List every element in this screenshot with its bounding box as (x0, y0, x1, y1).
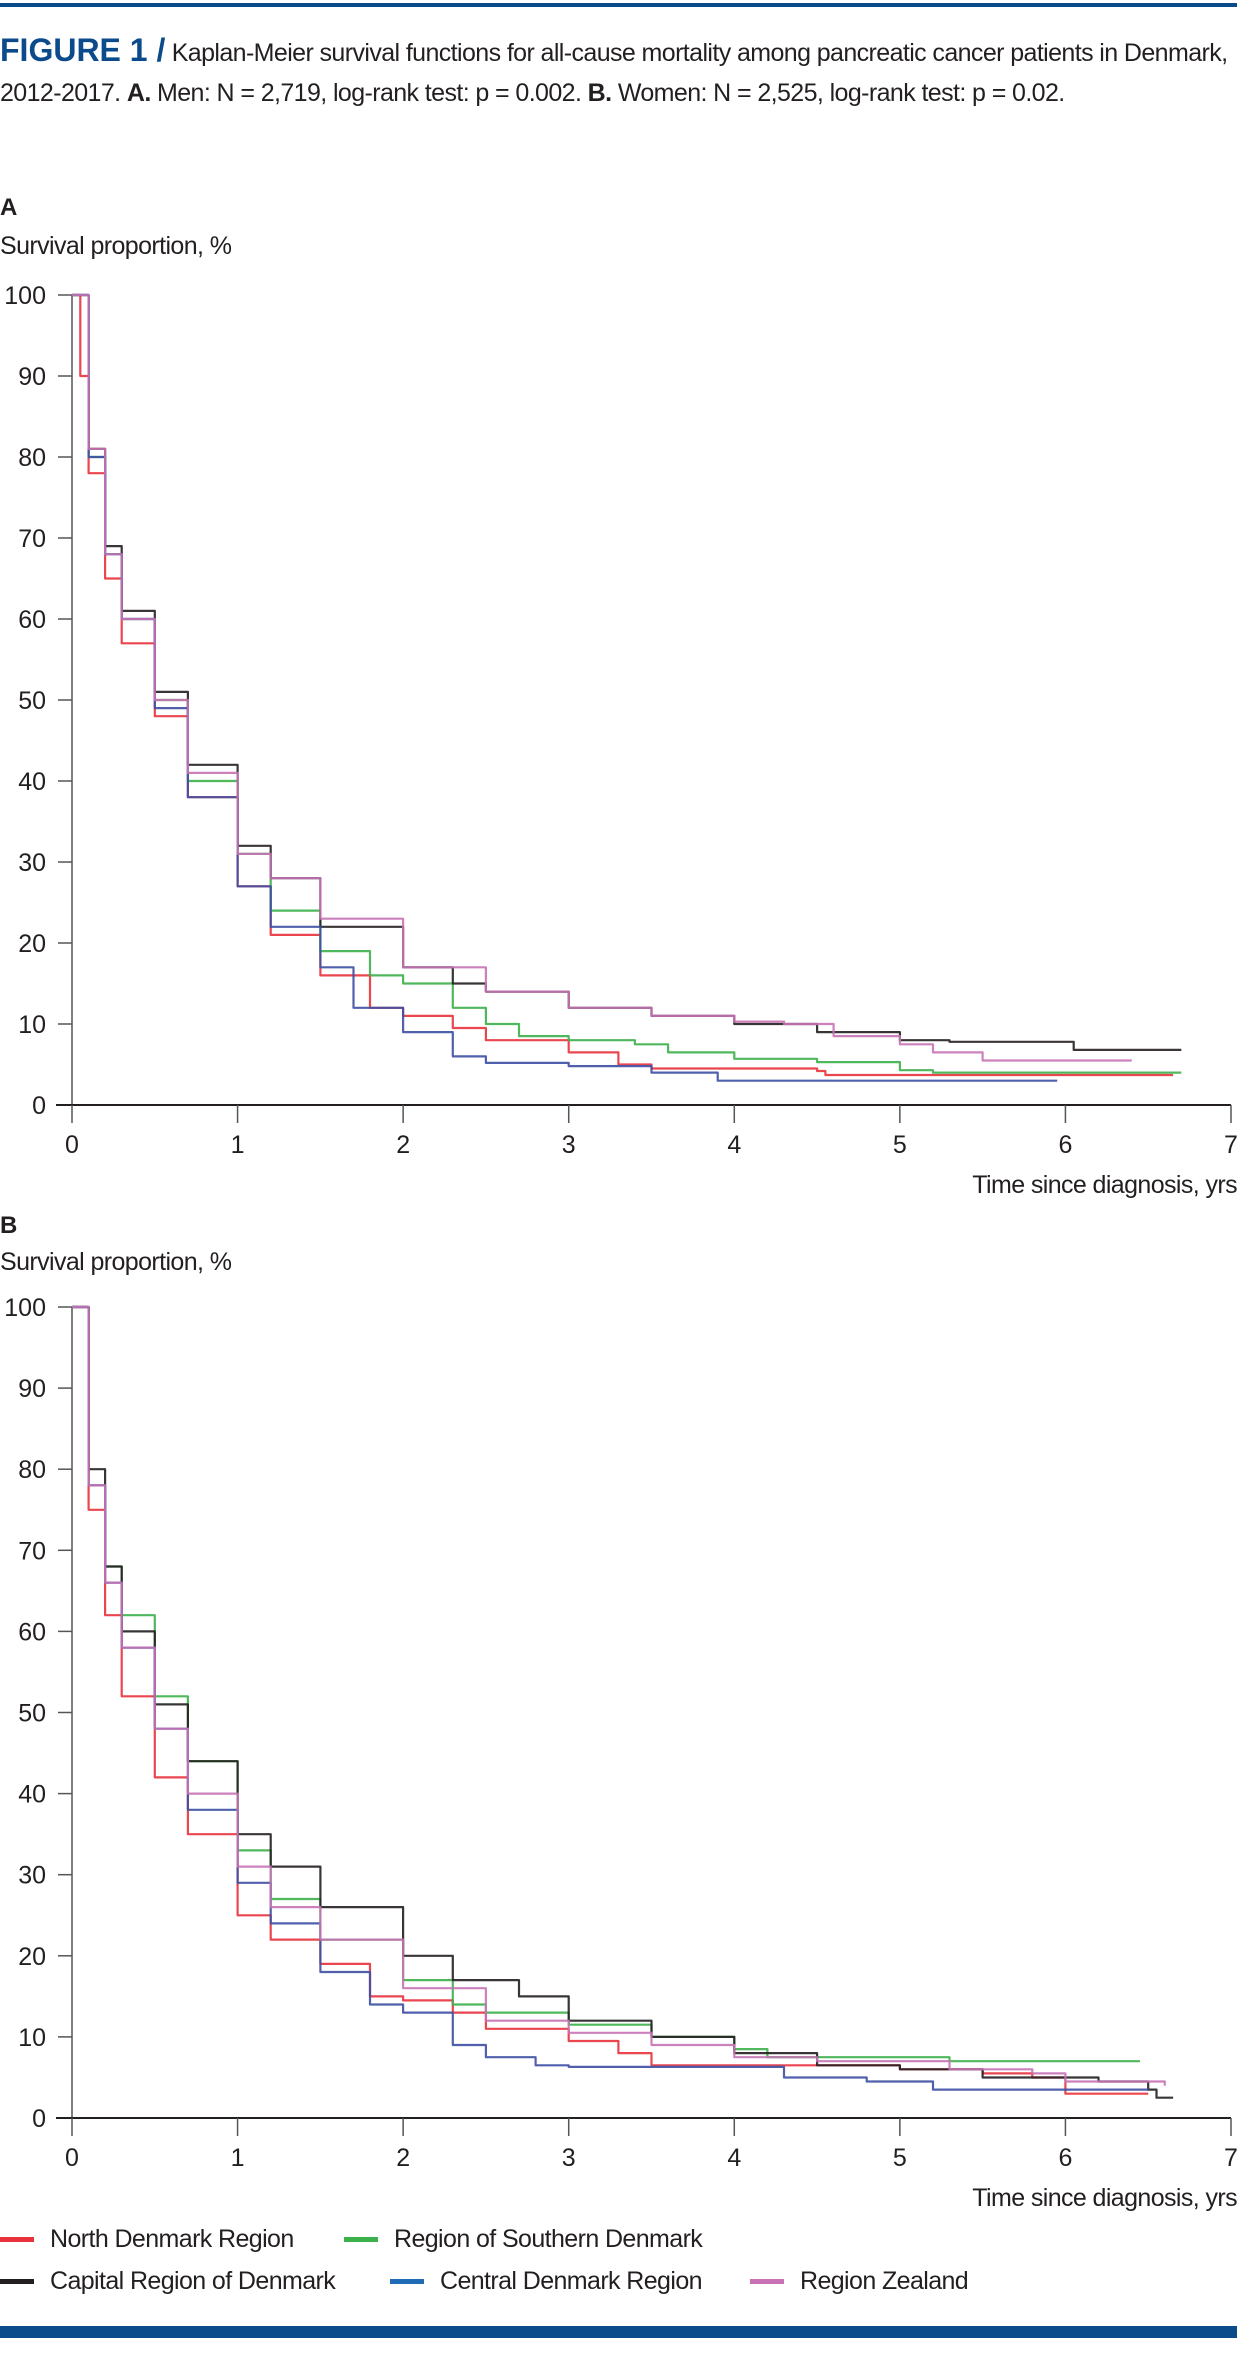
legend-swatch (344, 2237, 378, 2242)
x-tick-label: 5 (893, 2144, 907, 2172)
legend-swatch (750, 2279, 784, 2284)
x-tick-label: 7 (1224, 2144, 1237, 2172)
x-tick-label: 3 (562, 1131, 576, 1159)
y-tick-label: 40 (18, 1781, 46, 1809)
y-tick-label: 50 (18, 1700, 46, 1728)
x-tick-label: 5 (893, 1131, 907, 1159)
series-line-north-denmark-region (72, 293, 1174, 1077)
legend-label: Central Denmark Region (440, 2267, 703, 2295)
panel-b-ylabel: Survival proportion, % (0, 1248, 232, 1276)
caption-a-label: A. (126, 79, 151, 107)
legend-swatch (0, 2237, 34, 2242)
y-tick-label: 10 (18, 1011, 46, 1039)
panel-b-label: B (0, 1212, 18, 1239)
y-tick-label: 20 (18, 1943, 46, 1971)
y-tick-label: 50 (18, 687, 46, 715)
y-tick-label: 30 (18, 1862, 46, 1890)
caption-a-text: Men: N = 2,719, log-rank test: p = 0.002… (150, 79, 588, 107)
series-line-north-denmark-region (72, 1305, 1149, 2095)
y-tick-label: 100 (4, 282, 46, 310)
y-tick-label: 80 (18, 444, 46, 472)
bottom-rule (0, 2326, 1237, 2338)
legend-swatch (0, 2279, 34, 2284)
figure-label: FIGURE 1 / (0, 32, 166, 68)
x-tick-label: 1 (231, 2144, 245, 2172)
caption-b-label: B. (587, 79, 612, 107)
caption-b-text: Women: N = 2,525, log-rank test: p = 0.0… (611, 79, 1065, 107)
x-tick-label: 2 (396, 2144, 410, 2172)
x-tick-label: 4 (727, 1131, 741, 1159)
legend-item-capital-region: Capital Region of Denmark (0, 2267, 336, 2296)
x-tick-label: 6 (1058, 2144, 1072, 2172)
legend-label: Region of Southern Denmark (394, 2225, 703, 2253)
y-tick-label: 20 (18, 930, 46, 958)
series-line-central-denmark-region (72, 293, 1058, 1082)
series-line-region-zealand (72, 293, 1132, 1062)
series-line-central-denmark-region (72, 1305, 1149, 2091)
x-tick-label: 0 (65, 1131, 79, 1159)
series-line-capital-region-of-denmark (72, 293, 1182, 1051)
y-tick-label: 70 (18, 525, 46, 553)
y-tick-label: 90 (18, 363, 46, 391)
y-tick-label: 90 (18, 1375, 46, 1403)
legend-item-north-denmark: North Denmark Region (0, 2225, 294, 2254)
panel-a-ylabel: Survival proportion, % (0, 232, 232, 260)
y-tick-label: 100 (4, 1294, 46, 1322)
x-tick-label: 6 (1058, 1131, 1072, 1159)
caption-text: Kaplan-Meier survival functions for all-… (0, 39, 1228, 107)
legend-item-southern-denmark: Region of Southern Denmark (344, 2225, 703, 2254)
x-tick-label: 1 (231, 1131, 245, 1159)
panel-a-chart: 0 10 20 30 40 50 60 70 80 90 100 0 1 2 3 4 5 6 7 Time since… (4, 282, 1237, 1199)
panel-b-chart: 0 10 20 30 40 50 60 70 80 90 100 0 1 2 3 4 5 6 7 Time since… (4, 1294, 1237, 2212)
legend-label: Capital Region of Denmark (50, 2267, 336, 2295)
y-tick-label: 70 (18, 1537, 46, 1565)
x-tick-label: 3 (562, 2144, 576, 2172)
x-tick-label: 7 (1224, 1131, 1237, 1159)
y-tick-label: 60 (18, 1618, 46, 1646)
series-line-region-zealand (72, 1305, 1166, 2086)
y-tick-label: 40 (18, 768, 46, 796)
series-line-capital-region-of-denmark (72, 1305, 1174, 2099)
x-axis-label: Time since diagnosis, yrs (972, 2184, 1237, 2212)
legend-label: North Denmark Region (50, 2225, 294, 2253)
legend-swatch (390, 2279, 424, 2284)
y-tick-label: 0 (32, 1092, 46, 1120)
x-axis-label: Time since diagnosis, yrs (972, 1171, 1237, 1199)
series-line-region-of-southern-denmark (72, 293, 1182, 1074)
y-tick-label: 30 (18, 849, 46, 877)
panel-a-label: A (0, 194, 18, 221)
y-tick-label: 10 (18, 2024, 46, 2052)
legend-item-central-denmark: Central Denmark Region (390, 2267, 703, 2296)
series-line-region-of-southern-denmark (72, 1305, 1140, 2063)
y-tick-label: 80 (18, 1456, 46, 1484)
x-tick-label: 0 (65, 2144, 79, 2172)
legend-item-region-zealand: Region Zealand (750, 2267, 969, 2296)
y-tick-label: 60 (18, 606, 46, 634)
legend-label: Region Zealand (800, 2267, 969, 2295)
x-tick-label: 2 (396, 1131, 410, 1159)
top-rule (0, 3, 1237, 7)
figure-caption: FIGURE 1 / Kaplan-Meier survival functio… (0, 30, 1230, 113)
y-tick-label: 0 (32, 2105, 46, 2133)
x-tick-label: 4 (727, 2144, 741, 2172)
